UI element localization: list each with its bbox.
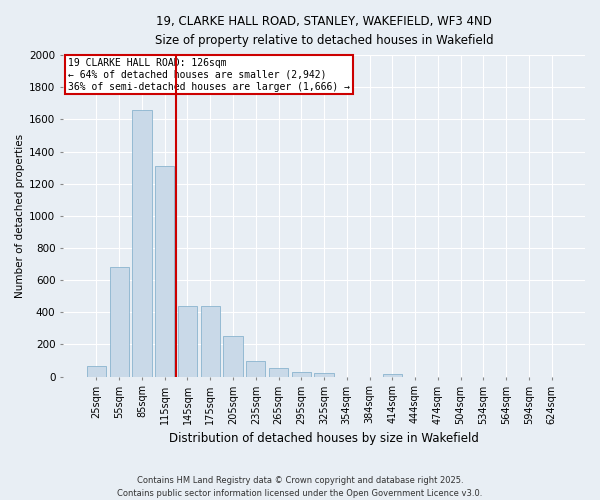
Bar — [87, 366, 106, 376]
Title: 19, CLARKE HALL ROAD, STANLEY, WAKEFIELD, WF3 4ND
Size of property relative to d: 19, CLARKE HALL ROAD, STANLEY, WAKEFIELD… — [155, 15, 493, 47]
X-axis label: Distribution of detached houses by size in Wakefield: Distribution of detached houses by size … — [169, 432, 479, 445]
Bar — [155, 166, 175, 376]
Bar — [132, 110, 152, 376]
Bar — [383, 374, 402, 376]
Text: 19 CLARKE HALL ROAD: 126sqm
← 64% of detached houses are smaller (2,942)
36% of : 19 CLARKE HALL ROAD: 126sqm ← 64% of det… — [68, 58, 350, 92]
Bar — [200, 306, 220, 376]
Bar — [178, 306, 197, 376]
Bar — [223, 336, 242, 376]
Text: Contains HM Land Registry data © Crown copyright and database right 2025.
Contai: Contains HM Land Registry data © Crown c… — [118, 476, 482, 498]
Bar — [110, 268, 129, 376]
Bar — [269, 368, 288, 376]
Bar — [314, 372, 334, 376]
Bar — [246, 360, 265, 376]
Bar — [292, 372, 311, 376]
Y-axis label: Number of detached properties: Number of detached properties — [15, 134, 25, 298]
